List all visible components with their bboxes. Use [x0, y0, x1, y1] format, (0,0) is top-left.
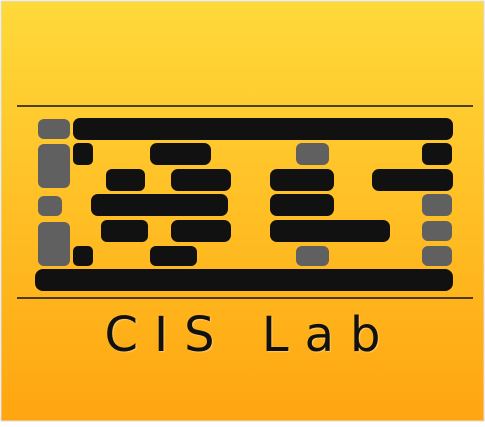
- black-block: [35, 269, 453, 291]
- black-block: [372, 169, 453, 191]
- black-block: [270, 169, 334, 191]
- black-block: [106, 169, 145, 191]
- grey-cell: [38, 196, 62, 216]
- grey-cell: [296, 246, 329, 266]
- black-block: [270, 220, 390, 242]
- black-blocks: [35, 118, 453, 291]
- black-block: [422, 143, 452, 165]
- black-block: [150, 143, 211, 165]
- grey-cell: [422, 246, 452, 266]
- black-block: [73, 143, 93, 165]
- grey-cells: [38, 119, 452, 266]
- black-block: [73, 246, 93, 266]
- black-block: [171, 220, 231, 242]
- logo-text: CIS Lab: [104, 307, 397, 363]
- grey-cell: [38, 144, 70, 188]
- black-block: [150, 246, 197, 266]
- grey-cell: [38, 222, 70, 266]
- black-block: [101, 220, 148, 242]
- grey-cell: [422, 221, 452, 241]
- grey-cell: [296, 143, 329, 165]
- black-block: [171, 169, 231, 191]
- black-block: [91, 194, 228, 216]
- black-block: [270, 194, 334, 216]
- grey-cell: [422, 194, 452, 216]
- black-block: [73, 118, 453, 140]
- grey-cell: [38, 119, 70, 139]
